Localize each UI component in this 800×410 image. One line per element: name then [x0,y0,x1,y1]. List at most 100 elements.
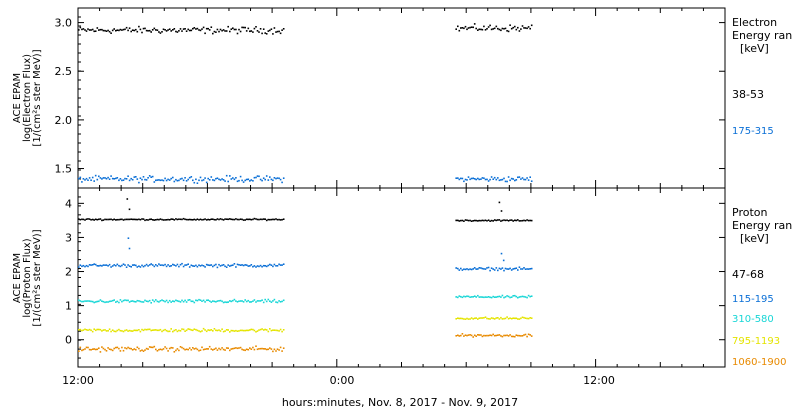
data-point [492,295,494,298]
data-point [477,177,479,180]
data-point [478,267,481,269]
data-point [101,178,103,180]
data-point [96,328,99,331]
data-point [118,179,120,182]
data-point [529,219,531,222]
data-point [506,268,508,270]
data-point [201,346,203,349]
data-point [510,269,513,271]
data-point [521,335,524,337]
data-point [93,301,95,304]
data-point [131,178,134,181]
data-point [281,330,283,333]
data-point [238,330,240,332]
data-point [101,330,103,332]
data-point [90,264,92,266]
data-point [475,178,477,181]
data-point [176,179,179,182]
data-point [115,29,117,32]
data-point [458,178,461,181]
data-point [190,29,193,32]
data-point [489,334,491,336]
electron-panel-frame [77,7,726,189]
data-point [125,299,128,302]
data-point [232,264,234,266]
data-point [156,179,159,181]
data-point [136,329,139,332]
data-point [255,331,257,333]
data-point [258,265,260,268]
data-point [518,266,521,268]
data-point [275,265,277,267]
data-point [108,348,111,350]
data-point [272,300,274,302]
data-point [509,317,511,319]
data-point [87,265,89,268]
data-point [176,31,179,33]
data-point [105,330,108,332]
data-point [501,219,504,222]
data-point [467,268,470,271]
data-point [506,316,508,318]
data-point [219,265,222,267]
data-point [460,267,462,270]
data-point [111,299,114,302]
data-point [188,266,191,268]
data-point [135,218,137,221]
data-point [219,179,222,181]
data-point [514,317,516,320]
data-point [215,329,217,332]
data-point [492,178,494,180]
data-point [135,301,137,303]
data-point [205,27,208,30]
data-point [195,347,197,350]
data-point [259,347,262,350]
data-point [133,348,136,350]
data-point [159,179,162,182]
data-point [282,299,285,302]
data-point [181,328,183,330]
data-point [165,179,168,182]
data-point [472,296,474,298]
data-point [247,178,250,181]
y-tick-label: 2.0 [55,114,73,127]
data-point [184,330,186,332]
data-point [249,218,251,221]
data-point [207,329,209,331]
data-point [198,349,200,352]
data-point [252,346,254,349]
data-point [219,348,222,351]
data-point [273,298,276,301]
data-point [107,330,109,332]
data-point [467,176,470,178]
data-point [153,345,156,348]
data-point [225,329,228,331]
x-tick-label-0-00: 0:00 [330,374,355,387]
y-tick-label: 2 [65,266,72,279]
data-point [269,176,271,178]
data-point [221,328,223,330]
data-point [504,180,507,183]
data-point [478,28,481,31]
data-point [455,177,457,179]
data-point [282,263,285,265]
data-point [105,177,108,180]
data-point [529,268,531,270]
data-point [148,218,151,221]
data-point [259,28,262,30]
data-point [188,29,191,32]
data-point [455,296,457,298]
data-point [501,318,504,320]
data-point [198,264,200,266]
data-point [119,299,122,301]
data-point [253,299,256,301]
data-point [278,263,280,266]
data-point [115,177,117,180]
data-point [523,178,525,181]
data-point [151,219,154,221]
data-point [135,329,137,332]
data-point [469,334,471,336]
data-point [455,267,457,269]
data-point [185,218,188,221]
data-point [131,300,134,302]
